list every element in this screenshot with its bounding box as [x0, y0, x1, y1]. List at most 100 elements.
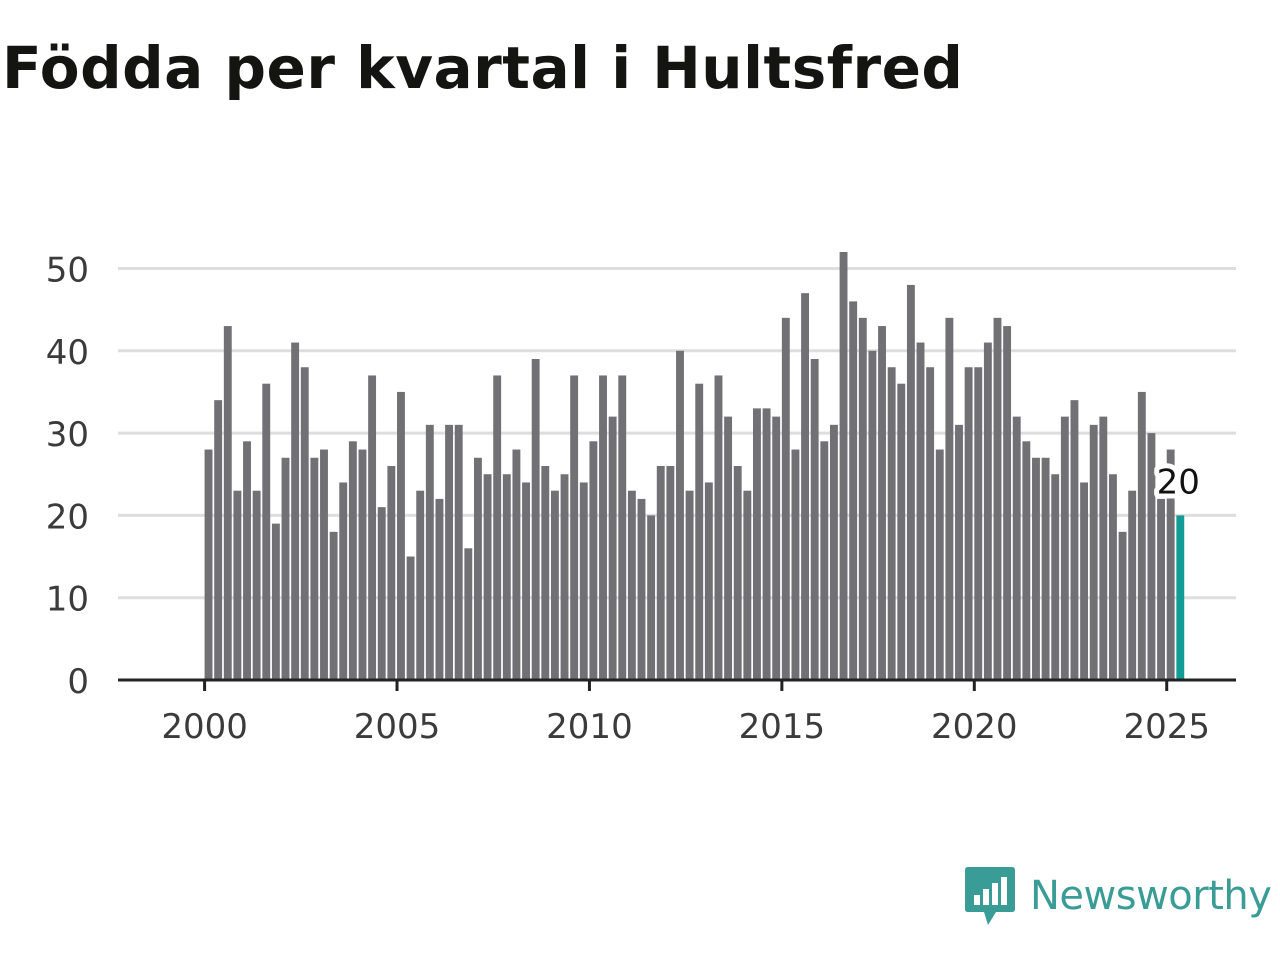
bar: [291, 342, 300, 680]
bar: [791, 449, 800, 680]
bar: [993, 317, 1002, 680]
bar: [281, 457, 290, 680]
bar: [502, 474, 511, 680]
bar: [204, 449, 213, 680]
bar: [1080, 482, 1089, 680]
bar: [1070, 400, 1079, 680]
bar: [762, 408, 771, 680]
bar: [820, 441, 829, 680]
bar: [320, 449, 328, 680]
bar: [599, 375, 607, 680]
bar: [627, 490, 636, 680]
bar: [608, 416, 617, 680]
y-tick-label: 20: [46, 497, 89, 537]
bar: [406, 556, 415, 680]
bar: [512, 449, 521, 680]
bar: [1118, 531, 1127, 680]
bar: [1137, 391, 1146, 680]
bar: [955, 424, 963, 680]
bar: [897, 383, 906, 680]
bar: [829, 424, 838, 680]
bar: [868, 350, 877, 680]
bar: [329, 531, 338, 680]
bar: [262, 383, 271, 680]
bar: [666, 466, 675, 680]
bar: [849, 301, 858, 680]
bar: [926, 367, 935, 680]
bar: [1012, 416, 1021, 680]
bar: [397, 391, 405, 680]
bar: [550, 490, 559, 680]
bar: [983, 342, 992, 680]
bar: [1147, 433, 1156, 680]
bar: [348, 441, 357, 680]
bar: [906, 284, 915, 680]
y-tick-label: 0: [67, 662, 89, 702]
annotation-halo: 20: [1157, 462, 1200, 502]
bar: [531, 359, 540, 680]
bar: [1166, 449, 1175, 680]
bar: [695, 383, 704, 680]
y-axis-labels: 0 10 20 30 40 50: [46, 250, 89, 702]
x-tick-label: 2010: [546, 707, 633, 747]
bar: [454, 424, 463, 680]
y-tick-label: 10: [46, 580, 89, 620]
bar: [858, 317, 867, 680]
y-tick-label: 30: [46, 415, 89, 455]
bar: [243, 441, 251, 680]
bar: [589, 441, 598, 680]
bar: [685, 490, 694, 680]
newsworthy-logo: Newsworthy: [964, 864, 1272, 928]
brand-name: Newsworthy: [1030, 873, 1272, 919]
bar: [416, 490, 425, 680]
bar: [445, 424, 454, 680]
bar: [618, 375, 627, 680]
bar: [647, 515, 656, 680]
bars: [204, 252, 1185, 680]
bar: [964, 367, 973, 680]
bar: [541, 466, 550, 680]
bar: [387, 466, 396, 680]
bar: [473, 457, 482, 680]
bar: [1032, 457, 1040, 680]
bar: [522, 482, 530, 680]
y-tick-label: 40: [46, 333, 89, 373]
bar: [310, 457, 319, 680]
bar: [1041, 457, 1050, 680]
bar: [1060, 416, 1069, 680]
chart-title: Födda per kvartal i Hultsfred: [2, 34, 964, 102]
bar: [935, 449, 944, 680]
bar: [801, 293, 810, 680]
bar: [214, 400, 223, 680]
bar: [656, 466, 665, 680]
bar: [839, 252, 848, 680]
x-axis-ticks: 2000 2005 2010 2015 2020 2025: [161, 680, 1210, 747]
bar: [1003, 326, 1012, 680]
x-tick-label: 2000: [161, 707, 248, 747]
bar: [704, 482, 713, 680]
bar: [1022, 441, 1031, 680]
bar: [339, 482, 348, 680]
bar: [724, 416, 733, 680]
bar: [733, 466, 742, 680]
bar: [1108, 474, 1117, 680]
bar: [887, 367, 896, 680]
x-tick-label: 2015: [739, 707, 826, 747]
bar: [368, 375, 377, 680]
annotation-label: 20: [1157, 462, 1200, 502]
x-tick-label: 2025: [1123, 707, 1210, 747]
newsworthy-logo-icon: [965, 867, 1015, 925]
y-tick-label: 50: [46, 250, 89, 290]
bar: [483, 474, 492, 680]
bar: [1128, 490, 1137, 680]
bar: [945, 317, 954, 680]
bar: [358, 449, 367, 680]
bar: [810, 359, 819, 680]
bar: [974, 367, 983, 680]
bar: [743, 490, 752, 680]
bar: [878, 326, 886, 680]
bar: [271, 523, 280, 680]
x-tick-label: 2005: [354, 707, 441, 747]
bar: [772, 416, 781, 680]
